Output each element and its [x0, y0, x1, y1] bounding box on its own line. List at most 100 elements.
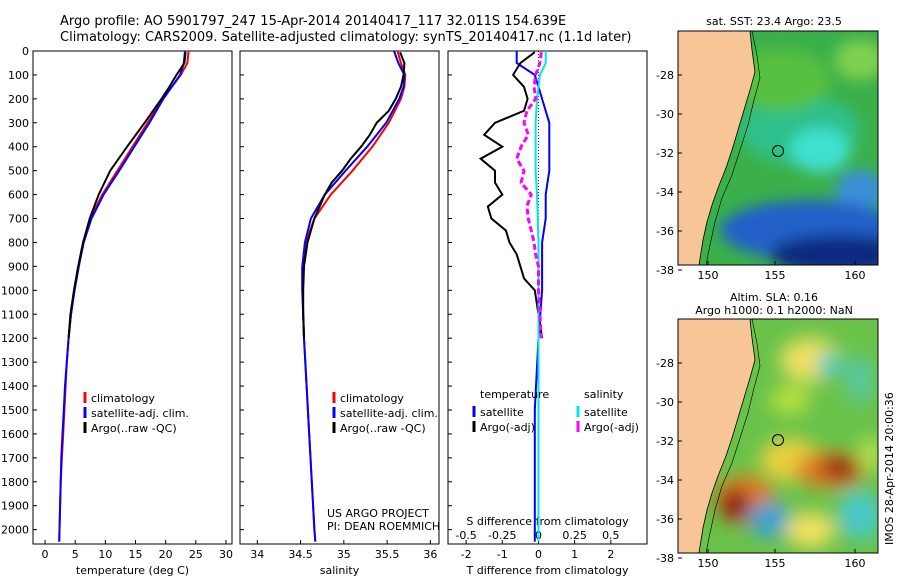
y-tick-label: 900	[8, 260, 29, 273]
y-tick-label: 1200	[1, 332, 29, 345]
imos-stamp: IMOS 28-Apr-2014 20:00:36	[883, 392, 896, 545]
profile-panel-2: 34 34.5 35 35.5 36 salinity climatology satelli…	[239, 50, 440, 577]
x-tick-label: 34	[250, 548, 264, 561]
x-tick-label: 35.5	[375, 548, 400, 561]
legend-title: salinity	[584, 388, 624, 401]
map-x-tick-label: 155	[765, 269, 786, 282]
series-line-3	[534, 51, 547, 542]
map-x-tick-label: 150	[698, 269, 719, 282]
x-tick-label: 10	[98, 548, 112, 561]
map-y-tick-label: -38	[656, 552, 674, 565]
series-line-3	[302, 51, 406, 339]
y-tick-label: 1800	[1, 476, 29, 489]
y-tick-label: 1900	[1, 500, 29, 513]
x-tick-label: 36	[423, 548, 437, 561]
x-tick-label: 5	[72, 548, 79, 561]
plot-frame	[32, 50, 233, 545]
map-y-tick-label: -28	[656, 69, 674, 82]
x-axis-label: T difference from climatology	[466, 564, 629, 577]
argo-location-marker	[772, 145, 784, 157]
map-x-tick-label: 160	[845, 269, 866, 282]
y-tick-label: 0	[22, 45, 29, 58]
x-tick-label: 30	[219, 548, 233, 561]
profile-panel-3: -2 -1 0 1 2 T difference from climatology -0.5…	[447, 50, 648, 577]
x-tick-label: 20	[159, 548, 173, 561]
x-tick-label: 35	[337, 548, 351, 561]
y-tick-label: 1400	[1, 380, 29, 393]
x-top-tick-label: 0.25	[562, 529, 587, 542]
x-tick-label: -1	[497, 548, 508, 561]
x-tick-label: -2	[461, 548, 472, 561]
legend-label: satellite	[584, 406, 628, 419]
map-x-tick-label: 150	[698, 557, 719, 570]
legend-title: temperature	[480, 388, 549, 401]
y-tick-label: 100	[8, 69, 29, 82]
x-tick-label: 0	[535, 548, 542, 561]
profile-title: Argo profile: AO 5901797_247 15-Apr-2014…	[60, 14, 566, 29]
series-line-4	[515, 52, 543, 339]
y-tick-label: 1500	[1, 404, 29, 417]
x-axis-label: temperature (deg C)	[76, 564, 189, 577]
x-tick-label: 34.5	[288, 548, 313, 561]
y-tick-label: 1100	[1, 308, 29, 321]
map-y-tick-label: -30	[656, 396, 674, 409]
profile-panel-1: 0100200300400500600700800900100011001200…	[1, 45, 233, 577]
series-line-2	[478, 51, 544, 339]
legend-label: Argo(-adj)	[480, 421, 535, 434]
legend-label: Argo(..raw -QC)	[91, 422, 177, 435]
legend-label: climatology	[340, 392, 404, 405]
sla-map-title: Altim. SLA: 0.16	[730, 291, 818, 304]
y-tick-label: 200	[8, 93, 29, 106]
y-tick-label: 1600	[1, 428, 29, 441]
x-tick-label: 2	[607, 548, 614, 561]
y-tick-label: 600	[8, 189, 29, 202]
legend-label: satellite	[480, 406, 524, 419]
y-tick-label: 700	[8, 213, 29, 226]
map-y-tick-label: -32	[656, 435, 674, 448]
y-tick-label: 1700	[1, 452, 29, 465]
y-tick-label: 2000	[1, 524, 29, 537]
x-top-tick-label: -0.25	[488, 529, 516, 542]
land-mass	[678, 319, 756, 553]
y-tick-label: 400	[8, 141, 29, 154]
map-y-tick-label: -28	[656, 357, 674, 370]
legend-label: Argo(-adj)	[584, 421, 639, 434]
map-y-tick-label: -38	[656, 264, 674, 277]
legend-label: climatology	[91, 392, 155, 405]
map-y-tick-label: -30	[656, 108, 674, 121]
x-tick-label: 0	[42, 548, 49, 561]
y-tick-label: 1000	[1, 284, 29, 297]
map-y-tick-label: -36	[656, 225, 674, 238]
series-line-3	[67, 52, 187, 339]
x-tick-label: 15	[129, 548, 143, 561]
y-tick-label: 800	[8, 236, 29, 249]
x-tick-label: 25	[189, 548, 203, 561]
map-y-tick-label: -34	[656, 474, 674, 487]
map-y-tick-label: -34	[656, 186, 674, 199]
x-top-tick-label: -0.5	[455, 529, 476, 542]
sst-map-title: sat. SST: 23.4 Argo: 23.5	[706, 15, 842, 28]
map-x-tick-label: 160	[845, 557, 866, 570]
annotation-text: PI: DEAN ROEMMICH	[327, 520, 440, 533]
sla-map: Altim. SLA: 0.16 Argo h1000: 0.1 h2000: …	[656, 291, 879, 570]
y-tick-label: 1300	[1, 356, 29, 369]
map-x-tick-label: 155	[765, 557, 786, 570]
x-top-tick-label: 0.5	[602, 529, 620, 542]
sla-map-subtitle: Argo h1000: 0.1 h2000: NaN	[695, 304, 853, 317]
y-tick-label: 300	[8, 117, 29, 130]
map-y-tick-label: -36	[656, 513, 674, 526]
series-line-1	[515, 51, 551, 542]
plot-frame	[447, 50, 648, 545]
sst-map: sat. SST: 23.4 Argo: 23.5 150 155 160 -28 -3…	[656, 15, 879, 282]
climatology-title: Climatology: CARS2009. Satellite-adjuste…	[60, 30, 632, 45]
legend-label: satellite-adj. clim.	[340, 407, 438, 420]
legend-label: Argo(..raw -QC)	[340, 422, 426, 435]
land-mass	[678, 31, 756, 265]
annotation-text: US ARGO PROJECT	[327, 507, 429, 520]
legend-label: satellite-adj. clim.	[91, 407, 189, 420]
x-axis-label: salinity	[320, 564, 360, 577]
series-line-2	[301, 50, 406, 542]
y-tick-label: 500	[8, 165, 29, 178]
x-tick-label: 1	[571, 548, 578, 561]
map-y-tick-label: -32	[656, 147, 674, 160]
